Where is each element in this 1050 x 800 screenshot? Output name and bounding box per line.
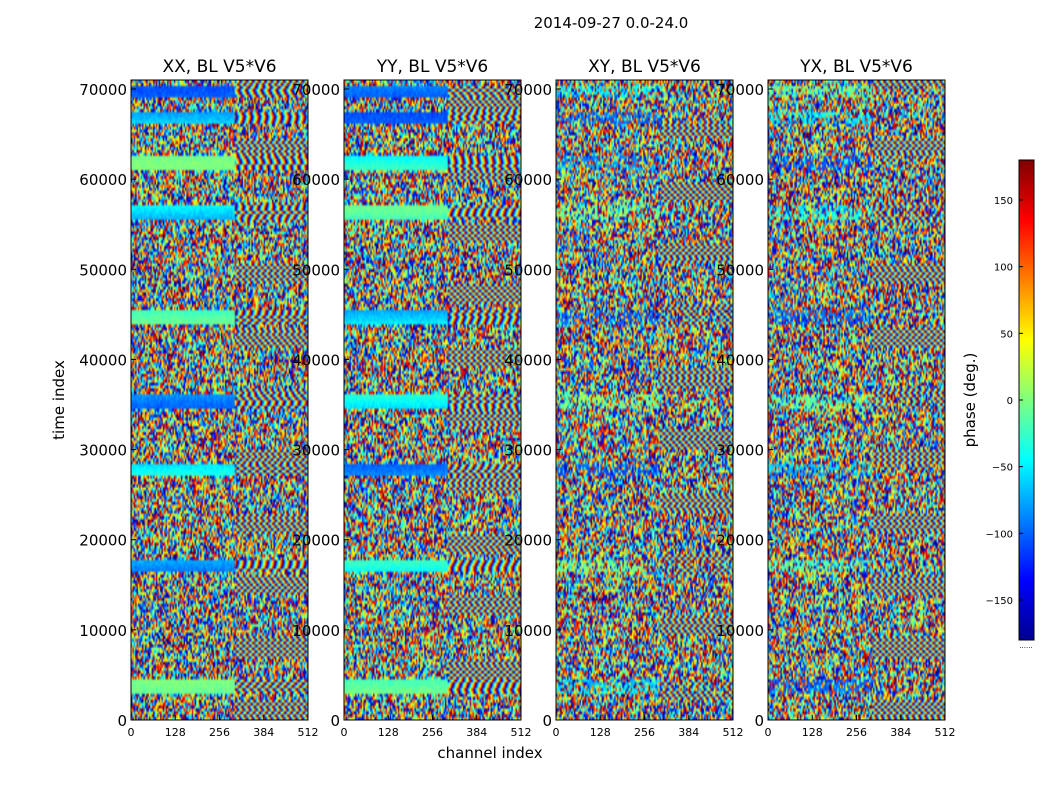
y-tick-label: 10000 [292, 622, 340, 640]
y-tick-label: 70000 [504, 81, 552, 99]
y-tick-label: 60000 [79, 171, 127, 189]
x-tick-label: 0 [765, 726, 772, 739]
panel-yy: YY, BL V5*V6 0 128 256 384 512 0 10000 20000 3000… [292, 57, 531, 739]
panels-group: XX, BL V5*V6 0 128 256 384 512 0 10000 20000 3000… [79, 57, 955, 739]
x-tick-label: 128 [378, 726, 399, 739]
y-tick-label: 40000 [292, 351, 340, 369]
x-tick-label: 512 [511, 726, 532, 739]
y-tick-label: 10000 [504, 622, 552, 640]
y-tick-label: 30000 [504, 442, 552, 460]
y-tick-label: 40000 [716, 351, 764, 369]
y-tick-label: 20000 [716, 532, 764, 550]
panel-title: XX, BL V5*V6 [162, 57, 276, 77]
y-tick-label: 0 [542, 712, 552, 730]
panel-title: YY, BL V5*V6 [376, 57, 489, 77]
x-tick-label: 0 [553, 726, 560, 739]
phase-heatmap-yy [344, 80, 521, 720]
y-tick-label: 40000 [79, 351, 127, 369]
x-tick-label: 512 [298, 726, 319, 739]
x-tick-label: 384 [890, 726, 911, 739]
y-tick-label: 0 [117, 712, 127, 730]
y-tick-label: 20000 [504, 532, 552, 550]
y-tick-label: 10000 [79, 622, 127, 640]
y-tick-label: 50000 [716, 261, 764, 279]
colorbar-tick-label: 0 [1007, 396, 1013, 407]
y-tick-label: 0 [754, 712, 764, 730]
y-tick-label: 20000 [292, 532, 340, 550]
x-tick-label: 128 [802, 726, 823, 739]
y-tick-label: 60000 [292, 171, 340, 189]
y-tick-label: 40000 [504, 351, 552, 369]
y-tick-label: 30000 [716, 442, 764, 460]
y-tick-label: 70000 [716, 81, 764, 99]
x-tick-label: 384 [466, 726, 487, 739]
y-tick-label: 0 [330, 712, 340, 730]
colorbar-tick-label: −150 [986, 596, 1013, 607]
colorbar-ticks: −150 −100 −50 0 50 100 150 [986, 196, 1023, 607]
x-tick-label: 256 [846, 726, 867, 739]
x-tick-label: 0 [341, 726, 348, 739]
y-axis-label: time index [50, 360, 68, 440]
x-tick-label: 384 [678, 726, 699, 739]
panel-xx: XX, BL V5*V6 0 128 256 384 512 0 10000 20000 3000… [79, 57, 318, 739]
colorbar-tick-label: 50 [1000, 329, 1013, 340]
y-tick-label: 30000 [292, 442, 340, 460]
x-tick-label: 256 [634, 726, 655, 739]
x-axis-label: channel index [437, 744, 542, 762]
colorbar-label: phase (deg.) [961, 353, 979, 448]
colorbar-extra-label: ...... [1019, 642, 1032, 650]
y-tick-label: 10000 [716, 622, 764, 640]
colorbar: −150 −100 −50 0 50 100 150 phase (deg.) ...... [961, 159, 1035, 650]
phase-heatmap-yx [768, 80, 945, 720]
y-tick-label: 50000 [292, 261, 340, 279]
phase-heatmap-xx [131, 80, 308, 720]
y-tick-label: 50000 [504, 261, 552, 279]
y-tick-label: 60000 [504, 171, 552, 189]
colorbar-tick-label: −50 [992, 463, 1013, 474]
y-tick-label: 20000 [79, 532, 127, 550]
colorbar-tick-label: −100 [986, 529, 1013, 540]
x-tick-label: 128 [590, 726, 611, 739]
x-tick-label: 128 [165, 726, 186, 739]
figure-suptitle: 2014-09-27 0.0-24.0 [534, 14, 689, 32]
phase-heatmap-xy [556, 80, 733, 720]
x-tick-label: 256 [209, 726, 230, 739]
x-tick-label: 512 [935, 726, 956, 739]
x-tick-label: 512 [723, 726, 744, 739]
panel-xy: XY, BL V5*V6 0 128 256 384 512 0 10000 20000 3000… [504, 57, 743, 739]
colorbar-tick-label: 150 [994, 196, 1013, 207]
y-tick-label: 60000 [716, 171, 764, 189]
panel-title: YX, BL V5*V6 [799, 57, 913, 77]
colorbar-tick-label: 100 [994, 263, 1013, 274]
y-tick-label: 50000 [79, 261, 127, 279]
y-tick-label: 70000 [79, 81, 127, 99]
panel-yx: YX, BL V5*V6 0 128 256 384 512 0 10000 20000 3000… [716, 57, 955, 739]
y-tick-label: 30000 [79, 442, 127, 460]
panel-title: XY, BL V5*V6 [588, 57, 701, 77]
x-tick-label: 0 [128, 726, 135, 739]
x-tick-label: 256 [422, 726, 443, 739]
x-tick-label: 384 [253, 726, 274, 739]
y-tick-label: 70000 [292, 81, 340, 99]
